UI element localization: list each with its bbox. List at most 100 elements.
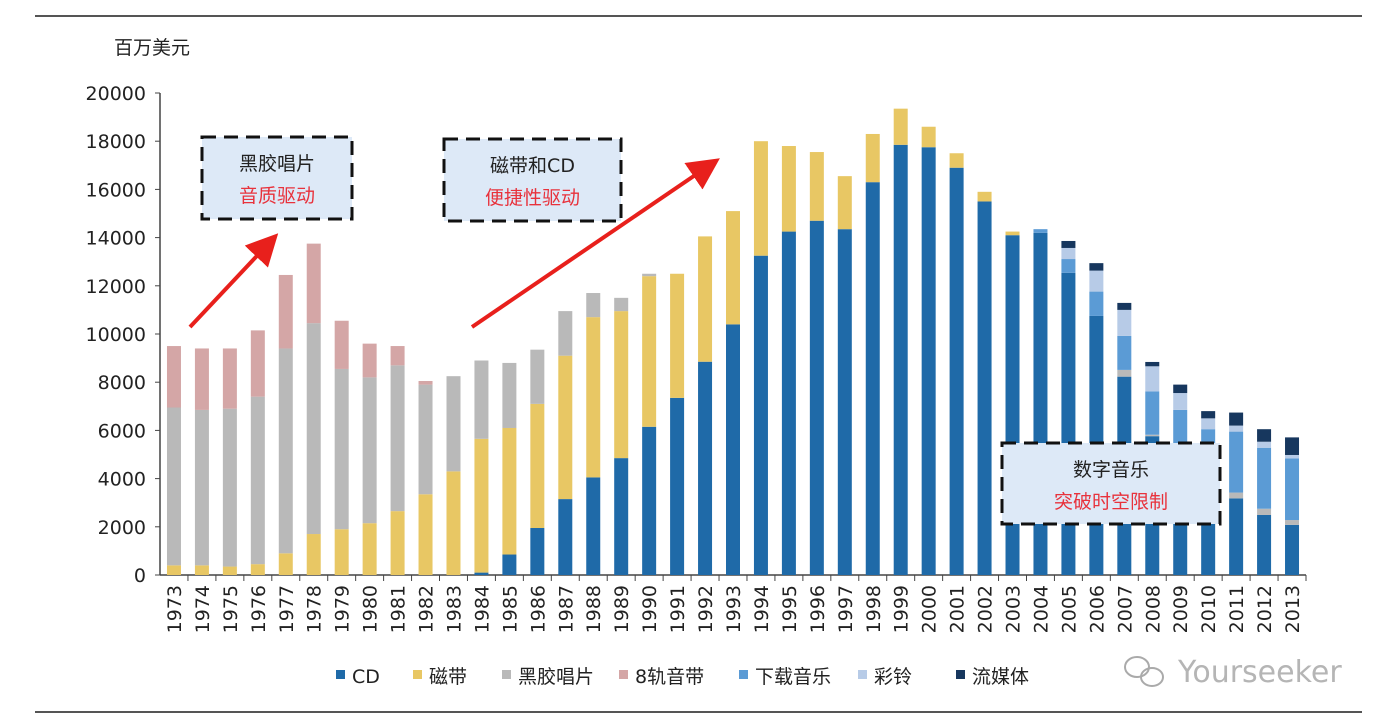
bar-segment-1998-1 (865, 133, 880, 183)
x-tick-label: 1999 (891, 585, 913, 633)
bar-segment-2005-4 (1061, 259, 1076, 273)
x-tick-label: 2009 (1170, 585, 1192, 633)
bar-segment-1977-2 (278, 348, 293, 554)
bar-segment-2012-0 (1257, 514, 1272, 575)
bar-segment-1987-1 (558, 355, 573, 500)
annotation-subtitle: 便捷性驱动 (485, 187, 580, 209)
bar-segment-1976-3 (250, 330, 265, 397)
bar-segment-1978-1 (306, 534, 321, 575)
bar-segment-1989-0 (614, 458, 629, 575)
y-tick-label: 14000 (86, 228, 146, 250)
bar-segment-2006-4 (1089, 291, 1104, 316)
bar-segment-1993-1 (726, 211, 740, 325)
bar-segment-1990-1 (642, 276, 657, 427)
legend-item-5: 彩铃 (858, 666, 912, 688)
bar-segment-1982-2 (418, 384, 433, 495)
x-tick-label: 2010 (1198, 585, 1220, 633)
legend-label: 8轨音带 (635, 666, 704, 688)
bar-segment-1974-1 (194, 565, 209, 575)
x-tick-label: 2012 (1254, 585, 1276, 633)
bar-segment-2009-5 (1173, 393, 1188, 410)
bar-segment-2013-6 (1285, 437, 1300, 455)
x-tick-label: 1990 (639, 585, 661, 633)
bar-segment-2010-5 (1201, 418, 1216, 430)
y-tick-label: 20000 (86, 83, 146, 105)
x-tick-label: 1978 (304, 585, 326, 633)
bar-segment-1978-2 (306, 323, 321, 535)
bar-segment-2005-6 (1061, 240, 1076, 248)
bar-segment-1992-1 (698, 236, 713, 362)
x-tick-label: 1973 (164, 585, 186, 633)
bar-segment-1973-1 (166, 565, 181, 575)
bar-segment-2010-6 (1201, 411, 1216, 419)
bar-segment-2011-0 (1229, 498, 1244, 575)
bar-segment-1990-2 (642, 273, 657, 277)
x-tick-label: 2005 (1058, 585, 1080, 633)
bar-segment-1991-0 (670, 397, 685, 575)
legend-item-0: CD (336, 666, 380, 688)
x-tick-label: 1994 (751, 585, 773, 633)
trend-arrow-cassette-cd (470, 158, 720, 329)
bar-segment-1974-2 (194, 409, 209, 566)
x-tick-label: 1982 (416, 585, 438, 633)
legend-label: 流媒体 (972, 666, 1029, 688)
bar-segment-1975-2 (222, 408, 237, 567)
bar-segment-2011-4 (1229, 431, 1244, 493)
bar-segment-1999-0 (893, 144, 908, 575)
bar-segment-1985-0 (502, 554, 517, 575)
bar-segment-2013-4 (1285, 458, 1300, 521)
bar-segment-1977-3 (278, 274, 293, 349)
bar-segment-1981-2 (390, 365, 405, 512)
bar-segment-1995-1 (781, 146, 796, 232)
bar-segment-1983-2 (446, 376, 461, 472)
y-tick-label: 8000 (98, 372, 146, 394)
bar-segment-2012-5 (1257, 441, 1272, 448)
x-tick-label: 1995 (779, 585, 801, 633)
bar-segment-2005-0 (1061, 272, 1076, 575)
bar-segment-1988-2 (586, 293, 601, 318)
bar-segment-1990-0 (642, 426, 657, 575)
bar-segment-2006-6 (1089, 263, 1104, 271)
y-tick-label: 16000 (86, 179, 146, 201)
bar-segment-1980-2 (362, 377, 377, 524)
bar-segment-2007-6 (1117, 302, 1132, 310)
bar-segment-2000-1 (921, 126, 936, 148)
x-tick-label: 1989 (611, 585, 633, 633)
bar-segment-2012-6 (1257, 429, 1272, 442)
x-tick-label: 2013 (1282, 585, 1304, 633)
bar-segment-1985-2 (502, 362, 517, 428)
bar-segment-1984-1 (474, 438, 489, 573)
annotation-subtitle: 突破时空限制 (1054, 491, 1168, 513)
y-tick-label: 0 (134, 565, 146, 587)
x-tick-label: 2003 (1003, 585, 1025, 633)
bar-segment-1979-2 (334, 368, 349, 530)
legend-item-6: 流媒体 (956, 666, 1029, 688)
x-tick-label: 1976 (248, 585, 270, 633)
legend-label: 磁带 (429, 666, 467, 688)
y-tick-label: 2000 (98, 517, 146, 539)
bar-segment-1976-1 (250, 564, 265, 575)
bar-segment-1994-0 (753, 255, 768, 576)
bar-segment-1997-1 (837, 176, 852, 230)
bar-segment-2008-6 (1145, 361, 1160, 367)
bar-segment-2001-0 (949, 167, 964, 575)
legend-swatch (502, 670, 511, 679)
bar-segment-1978-3 (306, 243, 321, 324)
legend-swatch (336, 670, 345, 679)
legend-swatch (619, 670, 628, 679)
bar-segment-1985-1 (502, 427, 517, 555)
bar-segment-1989-2 (614, 297, 629, 312)
bar-segment-2007-5 (1117, 309, 1132, 336)
bar-segment-2012-2 (1257, 508, 1272, 515)
bar-segment-1996-1 (809, 152, 824, 221)
bar-segment-1994-1 (753, 141, 768, 256)
bar-segment-2007-4 (1117, 335, 1132, 370)
x-tick-label: 1998 (863, 585, 885, 633)
annotation-title: 磁带和CD (490, 155, 575, 177)
bar-segment-1979-3 (334, 320, 349, 369)
bar-segment-1993-0 (726, 324, 740, 575)
x-tick-label: 1991 (667, 585, 689, 633)
x-tick-label: 1987 (555, 585, 577, 633)
